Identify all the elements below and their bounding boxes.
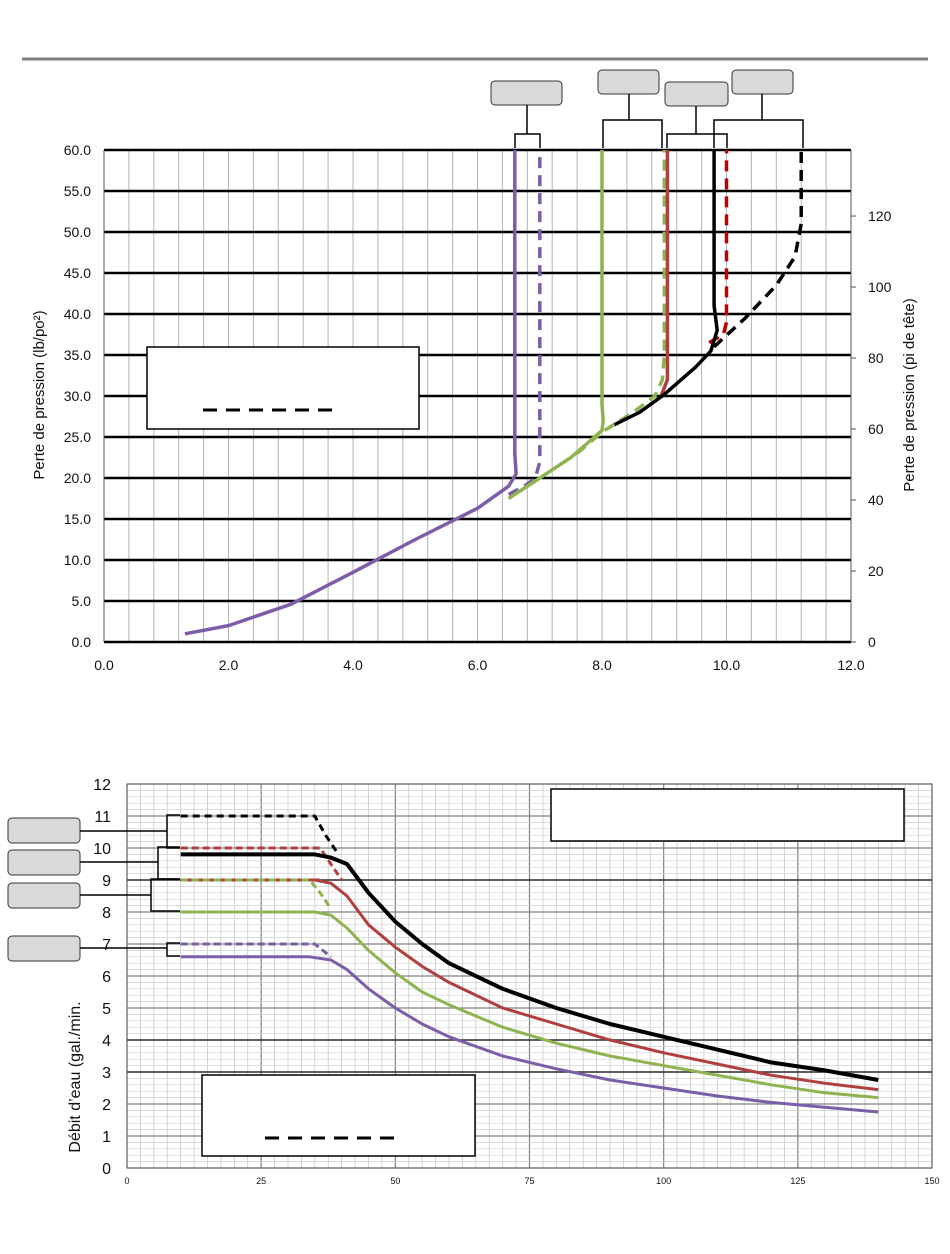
flow-chart-callouts [7, 814, 180, 962]
y-tick-label: 4 [102, 1033, 111, 1050]
series-black-solid [180, 852, 879, 1082]
y2-tick-label: 100 [868, 279, 892, 295]
x-tick-label: 0.0 [94, 657, 114, 673]
legend-box [146, 346, 420, 430]
y-tick-label: 15.0 [64, 511, 91, 527]
y-tick-label: 2 [102, 1097, 111, 1114]
y-tick-label: 5 [102, 1001, 111, 1018]
x-tick-label: 10.0 [713, 657, 740, 673]
y-axis-title-right: Perte de pression (pi de tête) [901, 298, 918, 491]
series-red-solid [180, 878, 879, 1092]
callout-box-3 [664, 81, 729, 107]
series-black-dashed [180, 814, 338, 853]
series-red-solid [659, 150, 670, 397]
series-green-solid [180, 910, 879, 1100]
series-green-dashed [575, 150, 667, 455]
callout-box-1 [490, 80, 563, 106]
y-axis-title-left: Perte de pression (lb/po²) [31, 310, 48, 479]
callout-box-3 [7, 882, 81, 909]
callout-box-4 [731, 69, 794, 95]
callout-bracket-3 [666, 106, 728, 148]
series-green-solid [507, 150, 605, 500]
plot-frame [126, 783, 933, 1169]
y2-tick-label: 40 [868, 492, 884, 508]
series-purple-solid [180, 955, 879, 1114]
y-tick-label: 8 [102, 905, 111, 922]
x-tick-label: 25 [256, 1176, 266, 1186]
y-tick-label: 11 [94, 809, 111, 826]
info-box [550, 788, 905, 842]
y-tick-label: 60.0 [64, 142, 91, 158]
x-tick-label: 8.0 [592, 657, 612, 673]
y-tick-label: 0.0 [72, 634, 92, 650]
x-tick-label: 4.0 [343, 657, 363, 673]
y-tick-label: 55.0 [64, 183, 91, 199]
callout-bracket-4 [713, 94, 804, 148]
y-tick-label: 7 [102, 937, 111, 954]
y-tick-label: 6 [102, 969, 111, 986]
y2-tick-label: 60 [868, 421, 884, 437]
y-axis-title: Débit d’eau (gal./min. [67, 1001, 84, 1152]
y-tick-label: 9 [102, 873, 111, 890]
y2-tick-label: 20 [868, 563, 884, 579]
series-purple-solid [184, 150, 518, 636]
series-green-dashed [180, 878, 333, 910]
y-tick-label: 35.0 [64, 347, 91, 363]
x-tick-label: 2.0 [219, 657, 239, 673]
x-tick-label: 50 [390, 1176, 400, 1186]
series-purple-dashed [180, 942, 332, 958]
pressure-loss-chart: 0.0 5.0 10.0 15.0 20.0 25.0 30.0 35.0 40.0 45.0 50… [31, 69, 918, 673]
y-tick-label: 20.0 [64, 470, 91, 486]
pressure-chart-callouts [490, 69, 804, 148]
flow-chart-legend [201, 1074, 476, 1157]
x-tick-label: 150 [924, 1176, 939, 1186]
callout-bracket-1 [514, 105, 541, 148]
y-tick-label: 0 [102, 1161, 111, 1178]
x-tick-label: 125 [790, 1176, 805, 1186]
y-tick-label: 25.0 [64, 429, 91, 445]
y-tick-label: 50.0 [64, 224, 91, 240]
y-tick-label: 12 [93, 777, 111, 794]
x-tick-label: 0 [124, 1176, 129, 1186]
callout-bracket-2 [602, 94, 663, 148]
pressure-chart-legend [146, 346, 420, 430]
pressure-chart-series [184, 150, 803, 636]
y-tick-label: 30.0 [64, 388, 91, 404]
callout-bracket-1 [80, 814, 180, 849]
y2-tick-label: 120 [868, 208, 892, 224]
y2-tick-label: 80 [868, 350, 884, 366]
x-tick-label: 100 [656, 1176, 671, 1186]
series-black-solid [613, 150, 719, 427]
x-tick-label: 75 [524, 1176, 534, 1186]
callout-bracket-3 [80, 878, 180, 912]
callout-box-4 [7, 935, 81, 962]
series-purple-dashed [507, 150, 542, 496]
y-tick-label: 3 [102, 1065, 111, 1082]
callout-box-2 [7, 849, 81, 876]
y-tick-label: 10.0 [64, 552, 91, 568]
callout-bracket-4 [80, 942, 180, 957]
pressure-chart-axes: 0.0 5.0 10.0 15.0 20.0 25.0 30.0 35.0 40.0 45.0 50… [64, 142, 892, 673]
x-tick-label: 6.0 [468, 657, 488, 673]
y-tick-label: 1 [102, 1129, 111, 1146]
y-tick-label: 5.0 [72, 593, 92, 609]
callout-box-1 [7, 817, 81, 844]
y-tick-label: 40.0 [64, 306, 91, 322]
y-tick-label: 10 [93, 841, 111, 858]
x-tick-label: 12.0 [837, 657, 864, 673]
y2-tick-label: 0 [868, 634, 876, 650]
legend-box [201, 1074, 476, 1157]
flow-chart-series [180, 814, 879, 1114]
series-black-dashed [712, 150, 803, 349]
callout-box-2 [597, 69, 660, 95]
y-tick-label: 45.0 [64, 265, 91, 281]
